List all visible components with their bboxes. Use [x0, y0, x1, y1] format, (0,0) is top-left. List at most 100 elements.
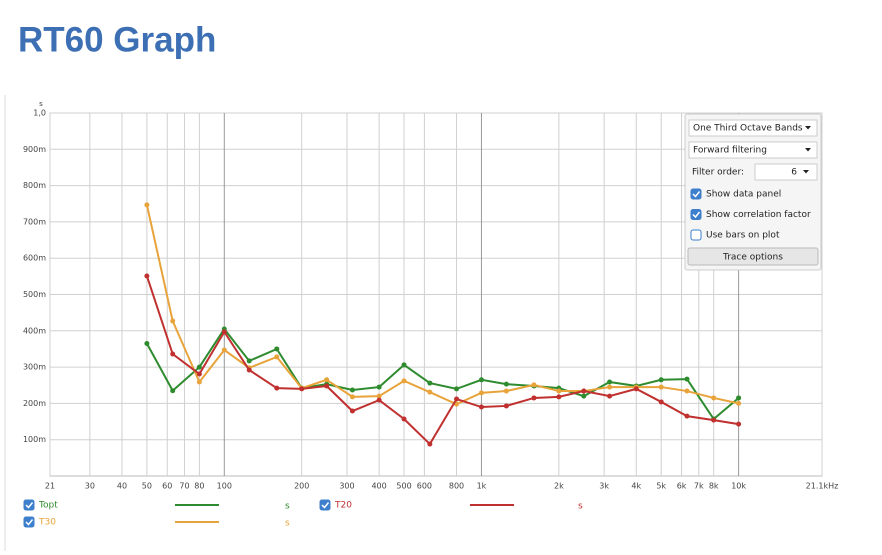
data-point [531, 382, 537, 388]
data-point [607, 379, 613, 385]
data-point [427, 441, 433, 447]
checkbox[interactable] [690, 209, 702, 220]
data-point [556, 394, 562, 400]
dropdown[interactable] [688, 141, 818, 159]
data-point [556, 388, 562, 394]
data-point [427, 389, 433, 395]
data-point [349, 387, 355, 393]
x-tick-label: 5k [656, 482, 666, 491]
x-tick-label: 1k [477, 482, 487, 491]
data-point [478, 377, 484, 383]
data-point [684, 376, 690, 382]
checkbox-label: Show data panel [706, 190, 781, 200]
data-point [658, 384, 664, 390]
x-tick-label: 500 [396, 482, 411, 491]
checkbox-label: Show correlation factor [706, 210, 811, 220]
dropdown[interactable] [688, 119, 818, 137]
x-tick-label: 50 [142, 482, 152, 491]
data-point [581, 393, 587, 399]
y-tick-label: 300m [23, 363, 46, 372]
x-tick-label: 7k [694, 482, 704, 491]
data-point [658, 399, 664, 405]
plot [144, 202, 742, 447]
x-tick-label: 4k [631, 482, 641, 491]
data-point [711, 395, 717, 401]
checkmark [25, 502, 34, 509]
dropdown[interactable] [754, 163, 818, 181]
x-tick-label: 3k [599, 482, 609, 491]
data-point [581, 388, 587, 394]
x-tick-label: 2k [554, 482, 564, 491]
checkmark [321, 502, 330, 509]
data-point [196, 371, 202, 377]
data-point [633, 386, 639, 392]
data-point [274, 346, 280, 352]
data-point [658, 377, 664, 383]
data-point [736, 400, 742, 406]
legend-label: T30 [38, 518, 56, 528]
data-point [376, 384, 382, 390]
data-point [274, 385, 280, 391]
x-tick-label: 21 [45, 482, 55, 491]
data-point [246, 358, 252, 364]
legend-label: T20 [334, 501, 352, 511]
x-tick-label: 6k [677, 482, 687, 491]
data-point [478, 390, 484, 396]
checkbox[interactable] [319, 499, 331, 511]
dropdown-text: One Third Octave Bands [693, 124, 803, 134]
button[interactable] [687, 247, 819, 266]
legend-unit: s [578, 502, 583, 512]
data-point [684, 413, 690, 419]
checkmark [692, 211, 701, 219]
dropdown-arrow [805, 126, 811, 130]
grid: 100m 200m 300m 400m 500m 600m 700m 800m 900m 1,0 2… [23, 109, 838, 491]
control-panel: One Third Octave Bands Forward filtering F… [684, 113, 822, 271]
data-point [221, 347, 227, 353]
x-tick-label: 300 [339, 482, 354, 491]
data-point [324, 377, 330, 383]
y-tick-label: 500m [23, 290, 46, 299]
legend-unit: s [285, 519, 290, 529]
data-point [503, 403, 509, 409]
checkbox[interactable] [690, 188, 702, 200]
data-point [736, 421, 742, 427]
y-tick-label: 900m [23, 145, 46, 154]
data-point [349, 394, 355, 400]
data-point [401, 362, 407, 368]
data-point [454, 386, 460, 392]
y-tick-label: 100m [23, 435, 46, 444]
button-label: Trace options [722, 253, 783, 263]
data-point [376, 393, 382, 399]
series-line [145, 275, 739, 446]
data-point [170, 318, 176, 324]
legend-label: Topt [38, 501, 58, 511]
x-tick-label: 800 [449, 482, 464, 491]
data-point [427, 380, 433, 386]
data-point [401, 416, 407, 422]
data-point [684, 388, 690, 394]
data-point [478, 404, 484, 410]
x-tick-label: 100 [217, 482, 232, 491]
x-tick-label: 80 [194, 482, 204, 491]
y-tick-label: 1,0 [33, 109, 46, 118]
checkbox[interactable] [690, 229, 702, 241]
x-tick-label: 21.1kHz [806, 482, 839, 491]
dropdown-text: Forward filtering [693, 146, 767, 156]
checkbox[interactable] [23, 516, 35, 528]
data-point [454, 396, 460, 402]
checkbox[interactable] [23, 499, 35, 511]
y-tick-label: 800m [23, 181, 46, 190]
checkbox-label: Use bars on plot [706, 231, 780, 241]
y-unit: s [39, 100, 43, 108]
y-tick-label: 600m [23, 254, 46, 263]
data-point [196, 364, 202, 370]
data-point [503, 381, 509, 387]
page-title: RT60 Graph [18, 20, 216, 59]
data-point [170, 351, 176, 357]
dropdown-arrow [805, 148, 811, 152]
y-tick-label: 400m [23, 326, 46, 335]
x-tick-label: 10k [731, 482, 746, 491]
data-point [246, 367, 252, 373]
data-point [401, 378, 407, 384]
